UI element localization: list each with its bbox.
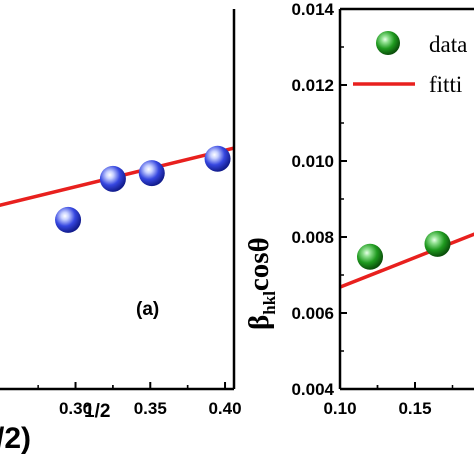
panel-b-y-tick-label-3: 0.008 <box>291 228 334 247</box>
panel-a-x-tick-label-1: 0.30 <box>59 399 92 418</box>
legend-entry-fitting: fitti <box>429 72 462 97</box>
ylabel-subscript: hkl <box>260 291 279 315</box>
svg-text:βhklcosθ: βhklcosθ <box>243 237 279 330</box>
panel-b-x-tick-label-2: 0.15 <box>398 399 431 418</box>
panel-a-data-point-3 <box>138 160 165 187</box>
panel-a-data-point-1 <box>55 206 82 233</box>
panel-b-y-tick-label-4: 0.010 <box>291 152 334 171</box>
panel-b-ylabel: βhklcosθ <box>243 237 279 330</box>
panel-a-fit-line <box>0 146 234 208</box>
panel-b-y-tick-label-1: 0.004 <box>291 380 334 399</box>
panel-b-data-point-1 <box>357 243 383 270</box>
legend: data fitti <box>353 31 467 97</box>
panel-a-x-tick-label-3: 0.40 <box>208 399 241 418</box>
panel-b-fit-line <box>340 232 474 289</box>
panel-a-x-tick-label-2: 0.35 <box>134 399 167 418</box>
panel-a-xlabel: /2) <box>0 422 31 455</box>
panel-b: 0.10 0.15 0.004 0.006 0.008 0.010 0.012 0.014 d… <box>243 0 474 418</box>
panel-a-label: (a) <box>136 299 159 320</box>
panel-a-data-point-4 <box>204 145 231 172</box>
ylabel-cos-theta: cosθ <box>243 237 275 291</box>
panel-b-data-point-2 <box>424 230 451 257</box>
legend-data-marker <box>376 31 400 55</box>
panel-b-y-tick-label-6: 0.014 <box>291 0 334 19</box>
panel-a-xlabel-exponent: 1/2 <box>84 401 110 422</box>
panel-a-data-point-2 <box>99 165 126 192</box>
panel-b-y-tick-label-2: 0.006 <box>291 304 334 323</box>
panel-b-y-tick-label-5: 0.012 <box>291 76 334 95</box>
legend-entry-data: data <box>429 32 467 57</box>
panel-b-x-tick-label-1: 0.10 <box>323 399 356 418</box>
panel-a: 0.30 0.35 0.40 (a) /2) 1/2 <box>0 9 242 455</box>
ylabel-beta: β <box>243 315 275 330</box>
